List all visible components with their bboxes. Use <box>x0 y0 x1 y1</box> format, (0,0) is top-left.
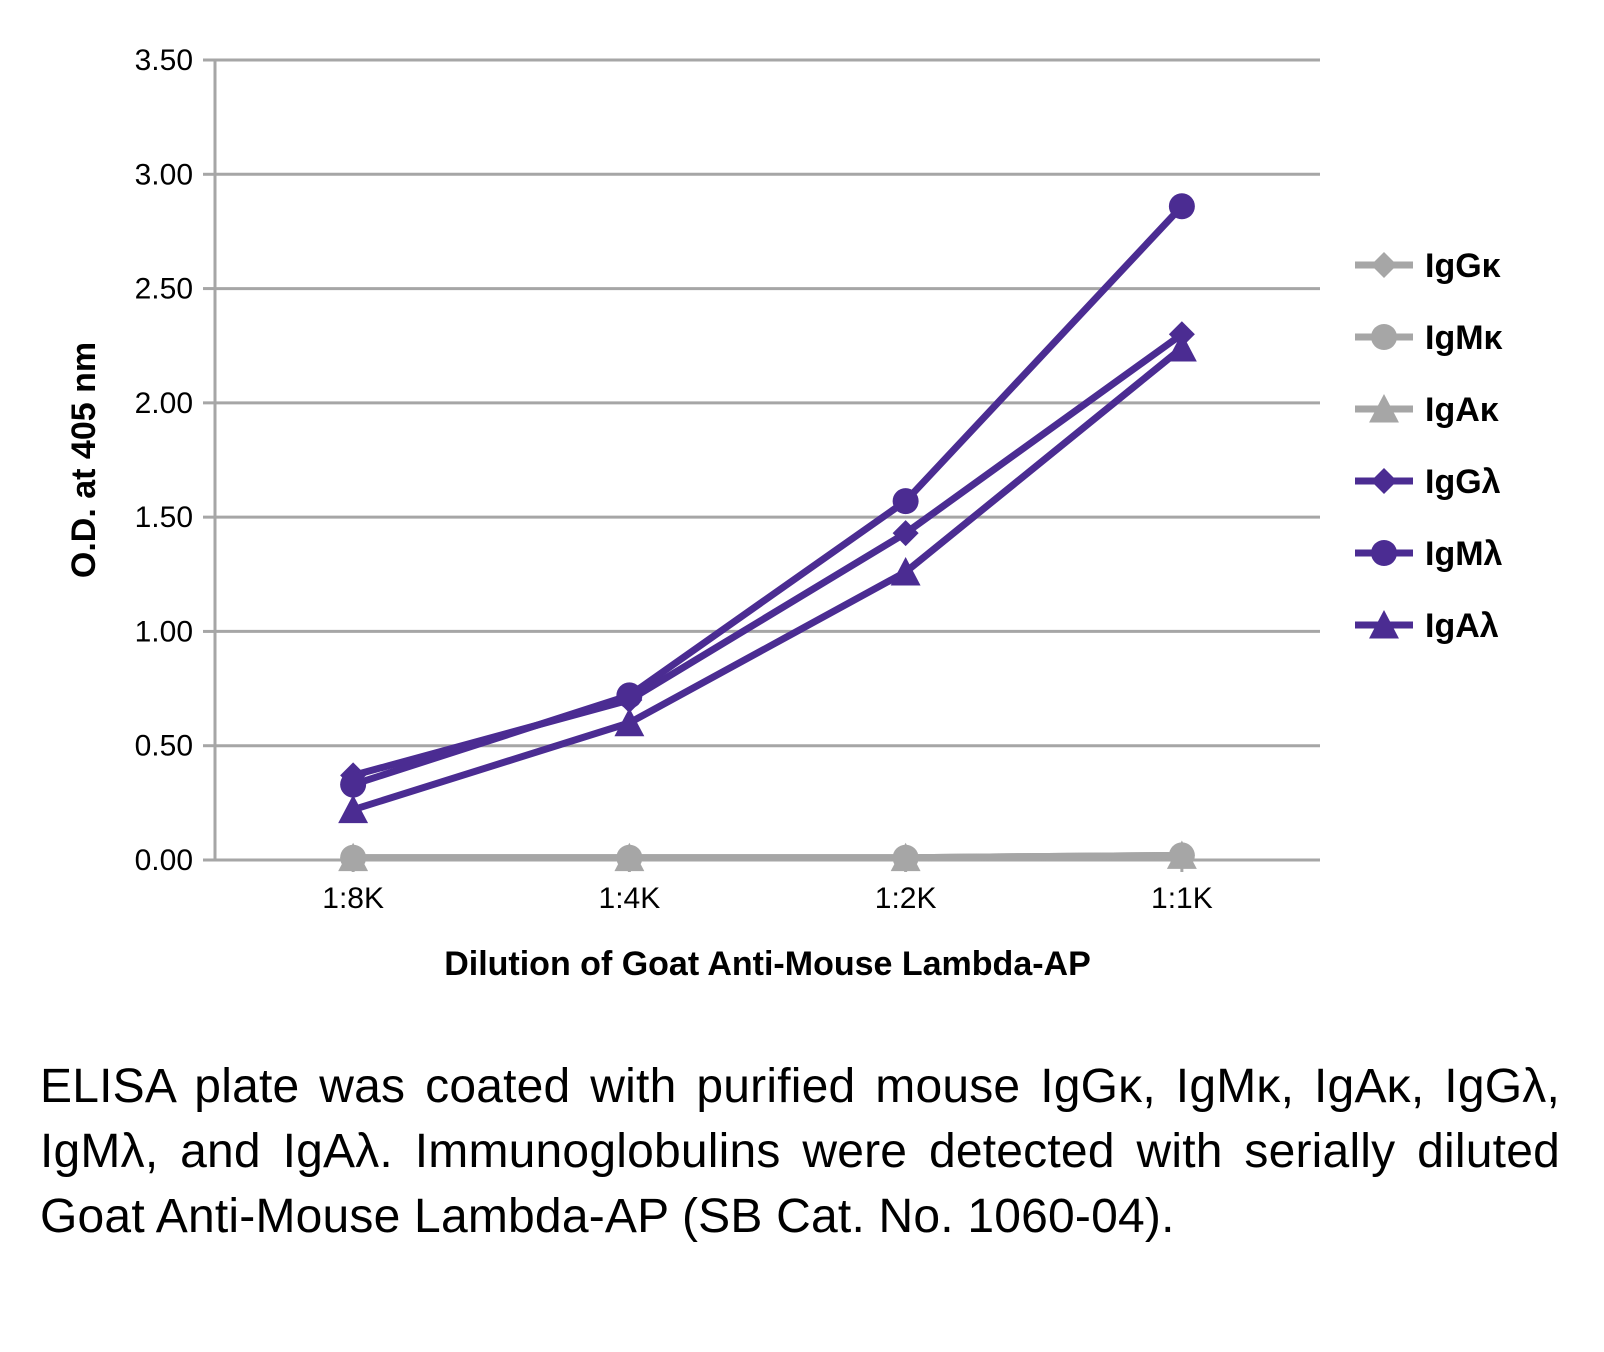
legend-label: IgMλ <box>1425 535 1503 573</box>
figure-caption: ELISA plate was coated with purified mou… <box>40 1055 1560 1249</box>
series-line <box>353 855 1182 857</box>
x-tick-label: 1:1K <box>1151 882 1213 915</box>
marker-circle <box>1371 324 1397 350</box>
y-tick-label: 2.50 <box>135 273 193 306</box>
y-tick-label: 0.00 <box>135 844 193 877</box>
y-tick-label: 3.50 <box>135 44 193 77</box>
legend-label: IgGλ <box>1425 463 1501 501</box>
marker-circle <box>893 488 919 514</box>
y-axis-title: O.D. at 405 nm <box>65 342 103 578</box>
x-tick-label: 1:4K <box>599 882 661 915</box>
legend-label: IgAκ <box>1425 391 1499 429</box>
marker-circle <box>340 772 366 798</box>
chart-container: 0.00 0.50 1.00 1.50 2.00 2.50 3.00 3.50 1:8K 1:4K… <box>40 20 1560 1020</box>
y-tick-label: 1.50 <box>135 501 193 534</box>
y-tick-label: 3.00 <box>135 158 193 191</box>
y-tick-label: 1.00 <box>135 615 193 648</box>
marker-circle <box>616 682 642 708</box>
marker-circle <box>1371 540 1397 566</box>
chart-bg <box>40 20 1560 1020</box>
legend-label: IgMκ <box>1425 319 1503 357</box>
y-tick-label: 2.00 <box>135 387 193 420</box>
od-dilution-chart: 0.00 0.50 1.00 1.50 2.00 2.50 3.00 3.50 1:8K 1:4K… <box>40 20 1560 1020</box>
marker-circle <box>1169 193 1195 219</box>
x-tick-label: 1:8K <box>322 882 384 915</box>
x-tick-label: 1:2K <box>875 882 937 915</box>
y-tick-label: 0.50 <box>135 730 193 763</box>
page: 0.00 0.50 1.00 1.50 2.00 2.50 3.00 3.50 1:8K 1:4K… <box>0 0 1604 1352</box>
x-axis-title: Dilution of Goat Anti-Mouse Lambda-AP <box>444 945 1091 983</box>
legend-label: IgGκ <box>1425 247 1501 285</box>
legend-label: IgAλ <box>1425 607 1499 645</box>
